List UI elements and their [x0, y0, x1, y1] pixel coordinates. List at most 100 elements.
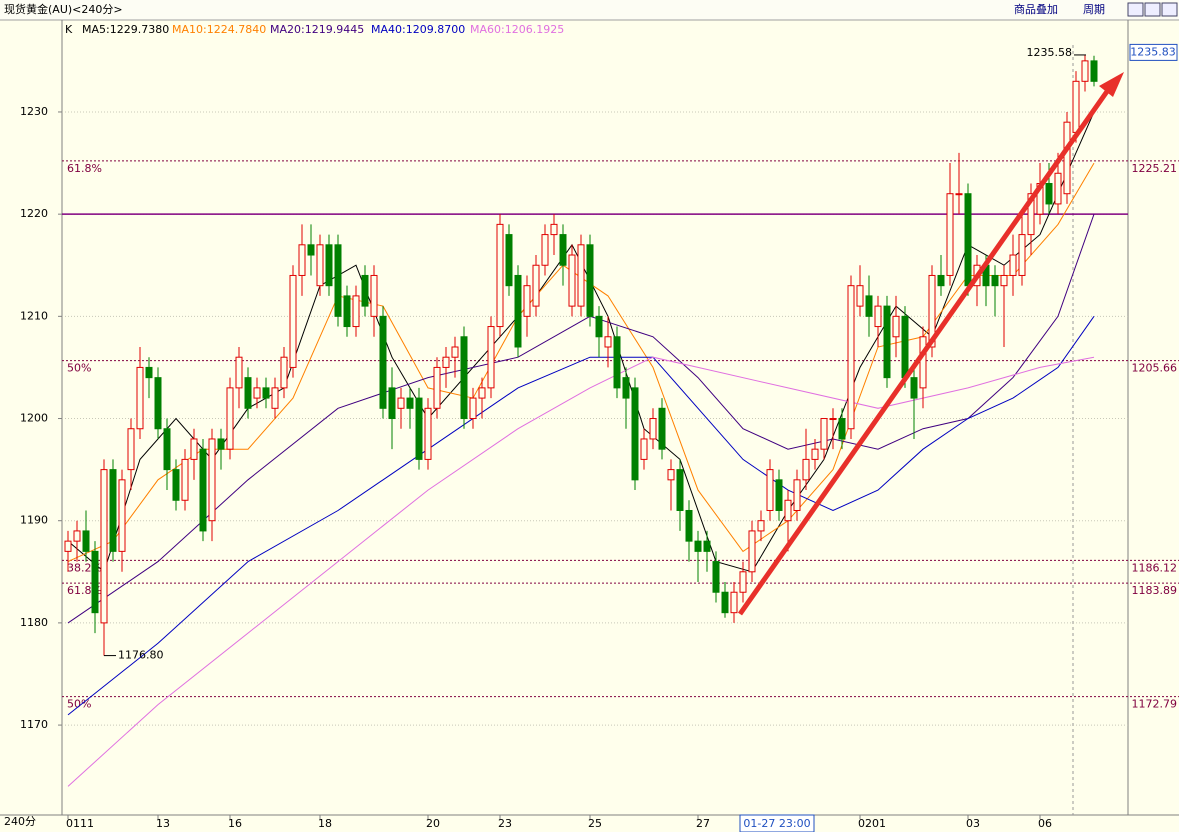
arrow-head — [1099, 72, 1124, 97]
candle-body — [82, 530, 90, 552]
candle-body — [559, 234, 567, 266]
candle-body — [685, 509, 693, 542]
moving-average-line — [67, 214, 1095, 624]
candle-body — [379, 315, 387, 409]
x-tick-label: 25 — [588, 817, 602, 830]
candle-body — [1045, 182, 1053, 205]
candle-body — [964, 193, 972, 287]
toolbar-button[interactable]: 商品叠加 — [1014, 2, 1058, 16]
candle-body — [802, 458, 810, 481]
candle-body — [424, 407, 432, 460]
candle-body — [991, 274, 999, 287]
candle-body — [667, 469, 675, 481]
candle-body — [739, 571, 747, 593]
cursor-label: 01-27 23:00 — [743, 817, 810, 830]
candle-body — [928, 274, 936, 348]
legend-prefix: K — [65, 23, 73, 36]
candle-body — [847, 285, 855, 430]
candle-body — [64, 540, 72, 552]
candle-body — [658, 407, 666, 450]
candle-body — [712, 561, 720, 593]
y-tick-label: 1200 — [20, 412, 48, 425]
candle-body — [1000, 274, 1008, 287]
nav-both[interactable] — [1144, 2, 1161, 17]
candle-body — [262, 387, 270, 399]
level-name: 61.8% — [67, 162, 102, 175]
candle-body — [73, 530, 81, 542]
candle-body — [514, 274, 522, 348]
level-value: 1183.89 — [1132, 584, 1178, 597]
candle-body — [145, 366, 153, 379]
candle-body — [487, 326, 495, 389]
trend-arrow — [737, 72, 1124, 616]
candle-body — [307, 244, 315, 256]
y-tick-label: 1180 — [20, 616, 48, 629]
candle-body — [253, 387, 261, 399]
candle-body — [199, 448, 207, 532]
nav-left[interactable] — [1127, 2, 1144, 17]
candle-body — [748, 530, 756, 573]
candle-body — [784, 499, 792, 522]
candle-body — [325, 244, 333, 287]
legend-entry: MA40:1209.8700 — [371, 23, 465, 36]
candle-body — [694, 540, 702, 552]
moving-average-line — [67, 356, 1095, 787]
x-tick-label: 13 — [156, 817, 170, 830]
toolbar-button[interactable]: 周期 — [1083, 3, 1105, 16]
candle-body — [442, 356, 450, 368]
candle-body — [100, 469, 108, 624]
legend-entry: MA20:1219.9445 — [270, 23, 364, 36]
candle-body — [541, 234, 549, 266]
candle-body — [820, 418, 828, 450]
nav-right[interactable] — [1161, 2, 1178, 17]
candle-body — [811, 448, 819, 460]
candle-body — [1081, 60, 1089, 82]
candle-body — [163, 428, 171, 471]
y-tick-label: 1170 — [20, 718, 48, 731]
candle-body — [496, 223, 504, 328]
candle-body — [937, 274, 945, 287]
candle-body — [451, 346, 459, 358]
candle-body — [352, 295, 360, 328]
candle-body — [577, 244, 585, 307]
x-tick-label: 03 — [966, 817, 980, 830]
y-tick-label: 1220 — [20, 207, 48, 220]
candle-body — [631, 387, 639, 481]
candle-body — [1009, 254, 1017, 276]
candle-body — [1063, 121, 1071, 195]
candle-body — [154, 377, 162, 430]
candle-body — [406, 397, 414, 409]
candle-body — [604, 336, 612, 348]
x-tick-label: 18 — [318, 817, 332, 830]
level-name: 50% — [67, 362, 91, 375]
candle-body — [1072, 80, 1080, 133]
legend-entry: MA5:1229.7380 — [82, 23, 169, 36]
x-tick-label: 23 — [498, 817, 512, 830]
candle-body — [1054, 172, 1062, 205]
candle-body — [829, 418, 837, 421]
candle-body — [757, 520, 765, 532]
candle-body — [505, 234, 513, 287]
candle-body — [208, 438, 216, 522]
candle-body — [730, 591, 738, 614]
candle-body — [316, 244, 324, 287]
candle-body — [397, 397, 405, 409]
candle-body — [127, 428, 135, 471]
x-tick-label: 16 — [228, 817, 242, 830]
y-tick-label: 1210 — [20, 309, 48, 322]
plot-area: 1170 1180 1190 1200 1210 1220 1230 61.8% 1225.21… — [20, 54, 1179, 830]
candle-body — [595, 315, 603, 338]
level-value: 1186.12 — [1132, 561, 1178, 574]
candle-body — [298, 244, 306, 276]
candle-body — [838, 418, 846, 440]
candle-body — [136, 366, 144, 430]
high-marker-label: 1235.58 — [1027, 46, 1073, 59]
candle-body — [613, 336, 621, 389]
candle-body — [415, 397, 423, 460]
candle-body — [235, 356, 243, 389]
candle-body — [118, 479, 126, 552]
candle-body — [478, 387, 486, 399]
candle-body — [226, 387, 234, 450]
